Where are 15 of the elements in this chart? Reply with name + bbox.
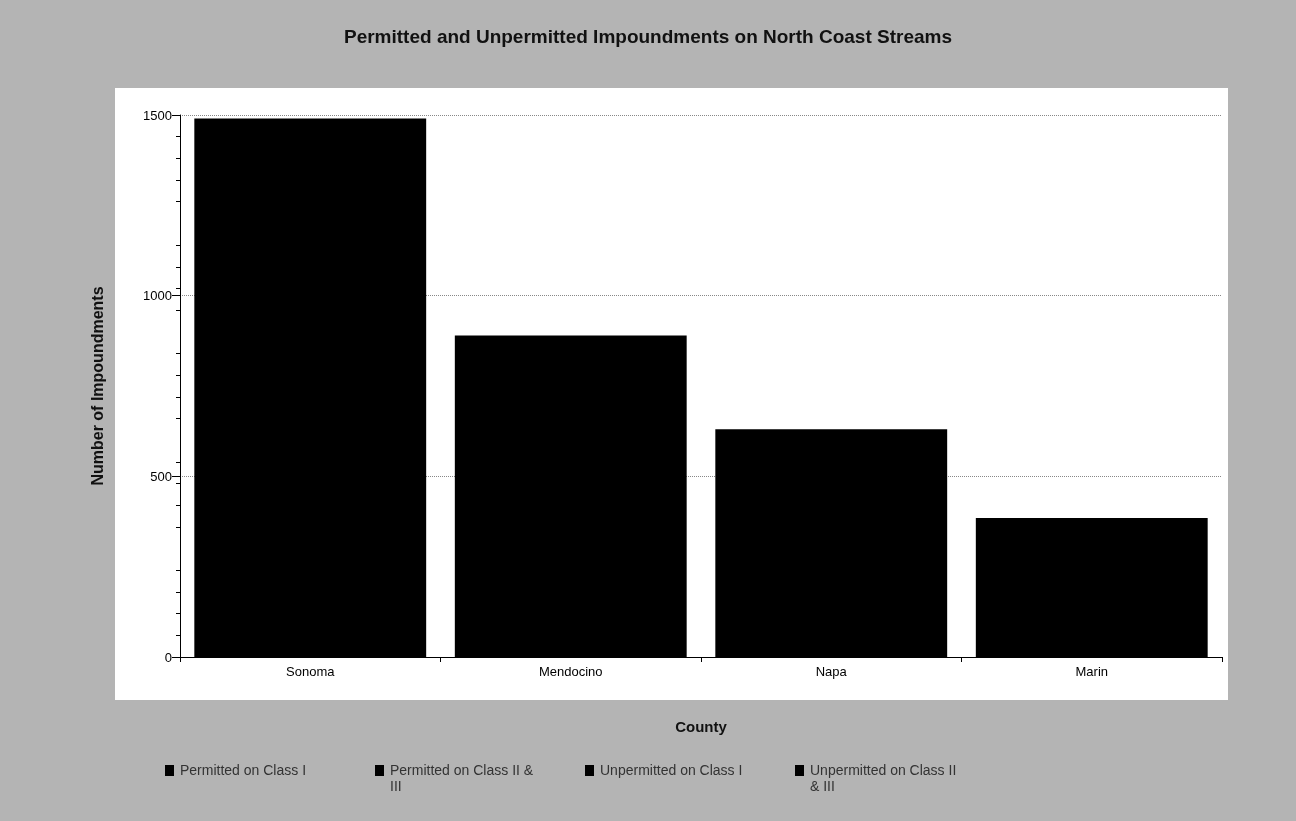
y-tick-label: 0 [164,649,172,665]
chart-title: Permitted and Unpermitted Impoundments on North Coast Streams [343,26,953,47]
x-tick-label: Napa [815,664,848,679]
text: Unpermitted on Class II & III [810,762,958,794]
y-tick-label: 1500 [143,107,172,123]
x-tick-label: Marin [1075,664,1109,679]
y-tick-label: 1000 [143,288,172,304]
x-tick-label: Sonoma [286,664,336,679]
y-tick-label: 500 [150,468,172,484]
y-axis-title: Number of Impoundments [88,286,106,486]
x-axis-title: County [675,718,728,735]
text: Permitted on Class I [180,762,307,778]
x-tick-label: Mendocino [538,664,603,679]
text: Unpermitted on Class I [600,762,743,778]
text: Permitted on Class II & III [390,762,535,794]
